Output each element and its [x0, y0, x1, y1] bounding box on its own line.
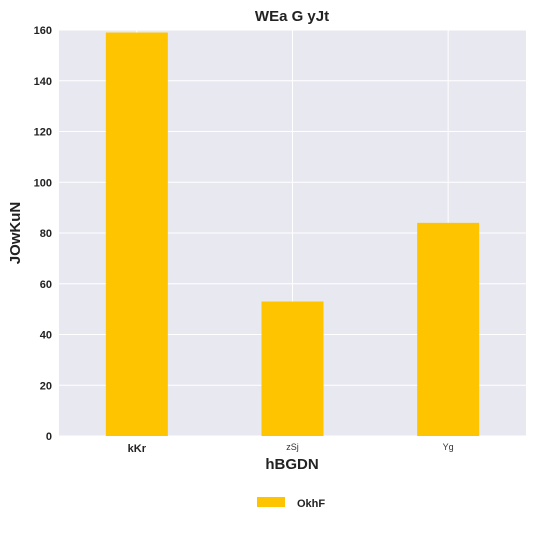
y-tick-label: 160 — [34, 25, 52, 37]
bars — [105, 32, 480, 436]
x-tick-label: Yg — [443, 442, 454, 452]
legend-swatch — [257, 497, 285, 507]
legend: OkhF — [257, 497, 325, 510]
legend-label: OkhF — [297, 498, 325, 510]
y-axis-ticks: 0 20 40 60 80 100 120 140 160 — [34, 25, 52, 443]
y-tick-label: 20 — [40, 380, 52, 392]
x-axis-label: hBGDN — [265, 456, 318, 473]
y-tick-label: 80 — [40, 228, 52, 240]
x-tick-label: zSj — [286, 442, 299, 452]
y-tick-label: 100 — [34, 177, 52, 189]
x-tick-label: kKr — [128, 443, 147, 455]
bar-Yg — [417, 222, 480, 436]
y-tick-label: 140 — [34, 76, 52, 88]
bar-kKr — [105, 32, 168, 436]
chart-title: WEa G yJt — [255, 8, 329, 25]
y-tick-label: 0 — [46, 431, 52, 443]
y-axis-label: JOwKuN — [7, 202, 24, 265]
bar-zSj — [261, 301, 324, 436]
x-axis-ticks: kKr zSj Yg — [128, 442, 454, 455]
y-tick-label: 120 — [34, 127, 52, 139]
y-tick-label: 60 — [40, 279, 52, 291]
y-tick-label: 40 — [40, 330, 52, 342]
